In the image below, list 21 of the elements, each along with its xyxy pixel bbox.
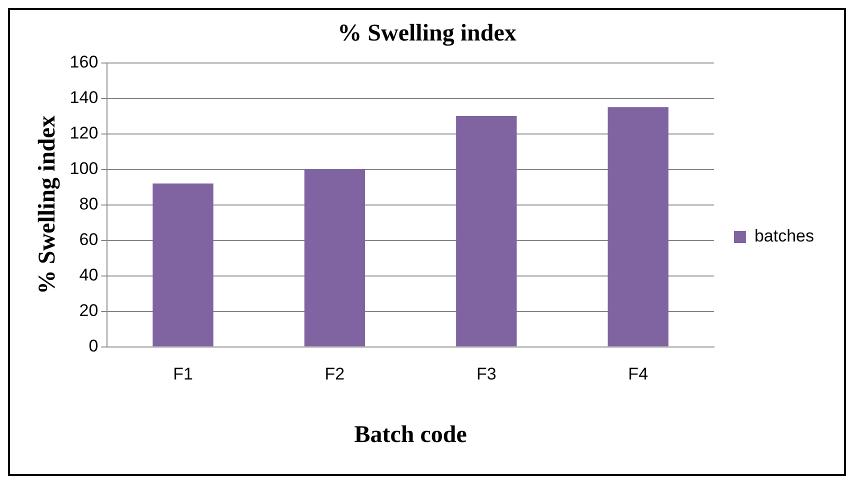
- bar: [152, 184, 214, 346]
- x-tick-label: F3: [476, 364, 496, 384]
- y-tick-label: 120: [70, 123, 98, 142]
- y-tick-label: 140: [70, 88, 98, 107]
- x-axis-title: Batch code: [354, 422, 468, 448]
- x-tick-label: F2: [324, 364, 345, 384]
- y-tick-label: 60: [79, 230, 98, 249]
- chart-title: % Swelling index: [338, 20, 516, 47]
- y-axis-title: % Swelling index: [34, 115, 61, 294]
- legend-label: batches: [754, 226, 814, 246]
- y-tick-label: 0: [88, 336, 98, 356]
- x-tick-label: F1: [173, 364, 193, 384]
- y-tick-label: 80: [79, 194, 98, 214]
- bar: [608, 107, 668, 346]
- x-tick-label: F4: [628, 364, 648, 384]
- y-tick-label: 100: [70, 158, 98, 178]
- y-tick-label: 20: [79, 300, 98, 320]
- y-tick-label: 160: [70, 52, 98, 72]
- bar: [456, 116, 517, 346]
- bar: [304, 169, 366, 346]
- y-tick-label: 40: [79, 265, 98, 284]
